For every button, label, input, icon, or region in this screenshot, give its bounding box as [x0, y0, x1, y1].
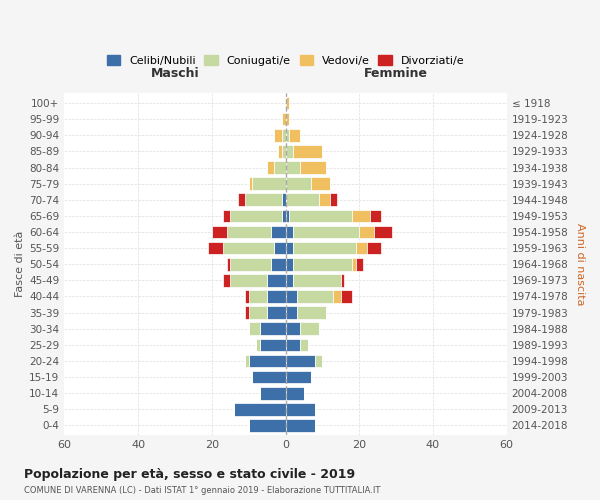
- Bar: [223, 274, 230, 286]
- Bar: [245, 354, 248, 368]
- Bar: [286, 354, 315, 368]
- Bar: [286, 371, 311, 384]
- Bar: [296, 306, 326, 319]
- Bar: [286, 194, 319, 206]
- Bar: [260, 338, 286, 351]
- Bar: [341, 274, 344, 286]
- Bar: [286, 96, 289, 110]
- Bar: [248, 354, 286, 368]
- Bar: [248, 290, 267, 303]
- Bar: [267, 306, 286, 319]
- Bar: [245, 306, 248, 319]
- Bar: [330, 194, 337, 206]
- Bar: [367, 242, 382, 254]
- Bar: [319, 194, 330, 206]
- Bar: [300, 161, 326, 174]
- Bar: [286, 322, 300, 335]
- Bar: [311, 178, 330, 190]
- Bar: [245, 290, 248, 303]
- Bar: [352, 258, 356, 270]
- Bar: [274, 161, 286, 174]
- Bar: [274, 129, 282, 141]
- Bar: [253, 371, 286, 384]
- Bar: [238, 194, 245, 206]
- Bar: [278, 145, 282, 158]
- Bar: [253, 178, 286, 190]
- Bar: [234, 403, 286, 415]
- Bar: [256, 338, 260, 351]
- Legend: Celibi/Nubili, Coniugati/e, Vedovi/e, Divorziati/e: Celibi/Nubili, Coniugati/e, Vedovi/e, Di…: [102, 51, 469, 70]
- Bar: [212, 226, 227, 238]
- Bar: [286, 129, 289, 141]
- Bar: [293, 226, 359, 238]
- Bar: [359, 226, 374, 238]
- Bar: [245, 194, 282, 206]
- Bar: [286, 387, 304, 400]
- Bar: [267, 161, 274, 174]
- Text: Femmine: Femmine: [364, 68, 428, 80]
- Bar: [293, 274, 341, 286]
- Bar: [282, 145, 286, 158]
- Bar: [289, 129, 300, 141]
- Y-axis label: Anni di nascita: Anni di nascita: [575, 223, 585, 306]
- Bar: [248, 306, 267, 319]
- Bar: [282, 194, 286, 206]
- Bar: [267, 274, 286, 286]
- Bar: [286, 274, 293, 286]
- Bar: [248, 419, 286, 432]
- Bar: [260, 322, 286, 335]
- Bar: [289, 210, 352, 222]
- Bar: [282, 113, 286, 126]
- Bar: [271, 226, 286, 238]
- Bar: [271, 258, 286, 270]
- Bar: [223, 242, 274, 254]
- Bar: [296, 290, 334, 303]
- Bar: [286, 210, 289, 222]
- Bar: [370, 210, 382, 222]
- Bar: [223, 210, 230, 222]
- Bar: [260, 387, 286, 400]
- Bar: [315, 354, 322, 368]
- Bar: [286, 403, 315, 415]
- Bar: [356, 258, 363, 270]
- Bar: [356, 242, 367, 254]
- Bar: [267, 290, 286, 303]
- Bar: [282, 129, 286, 141]
- Bar: [293, 242, 356, 254]
- Bar: [352, 210, 370, 222]
- Bar: [293, 258, 352, 270]
- Bar: [208, 242, 223, 254]
- Bar: [230, 210, 282, 222]
- Bar: [374, 226, 392, 238]
- Bar: [286, 338, 300, 351]
- Bar: [286, 145, 293, 158]
- Bar: [227, 226, 271, 238]
- Bar: [230, 274, 267, 286]
- Bar: [341, 290, 352, 303]
- Bar: [300, 322, 319, 335]
- Bar: [286, 258, 293, 270]
- Y-axis label: Fasce di età: Fasce di età: [15, 231, 25, 298]
- Bar: [248, 322, 260, 335]
- Bar: [300, 338, 308, 351]
- Bar: [248, 178, 253, 190]
- Text: COMUNE DI VARENNA (LC) - Dati ISTAT 1° gennaio 2019 - Elaborazione TUTTITALIA.IT: COMUNE DI VARENNA (LC) - Dati ISTAT 1° g…: [24, 486, 380, 495]
- Bar: [286, 178, 311, 190]
- Bar: [282, 210, 286, 222]
- Bar: [334, 290, 341, 303]
- Bar: [286, 226, 293, 238]
- Bar: [286, 113, 289, 126]
- Bar: [286, 419, 315, 432]
- Text: Popolazione per età, sesso e stato civile - 2019: Popolazione per età, sesso e stato civil…: [24, 468, 355, 481]
- Bar: [230, 258, 271, 270]
- Bar: [274, 242, 286, 254]
- Bar: [293, 145, 322, 158]
- Bar: [286, 242, 293, 254]
- Bar: [227, 258, 230, 270]
- Bar: [286, 161, 300, 174]
- Bar: [286, 290, 296, 303]
- Bar: [286, 306, 296, 319]
- Text: Maschi: Maschi: [151, 68, 199, 80]
